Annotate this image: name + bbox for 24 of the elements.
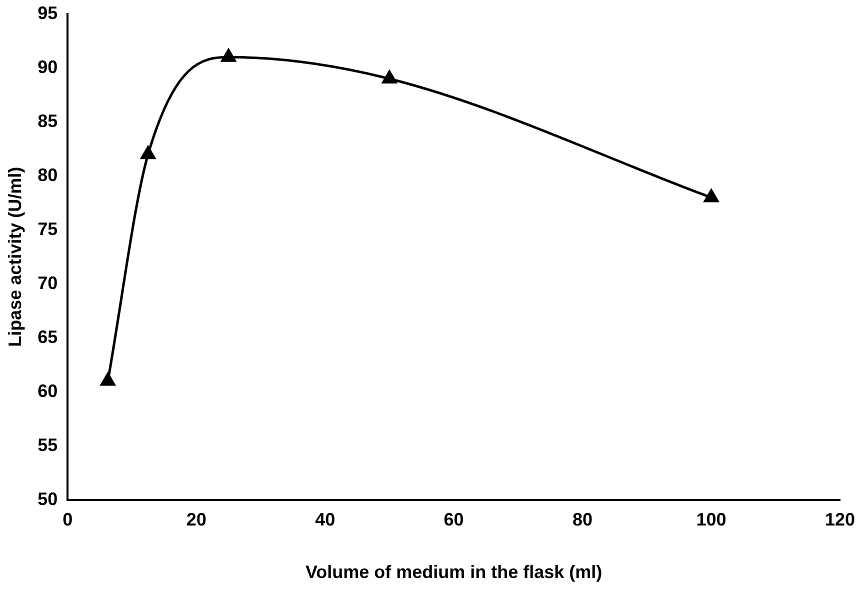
y-tick-label: 75 — [38, 218, 58, 239]
point — [382, 70, 397, 84]
x-tick-label: 0 — [62, 510, 73, 530]
y-axis-title: Lipase activity (U/ml) — [4, 166, 25, 347]
y-tick-label: 70 — [38, 272, 58, 293]
x-tick-label: 100 — [696, 510, 726, 530]
y-tick-label: 50 — [38, 488, 58, 509]
y-tick-label: 80 — [38, 164, 58, 185]
y-tick-label: 90 — [38, 56, 58, 77]
point — [221, 48, 236, 62]
x-tick-label: 40 — [315, 510, 336, 530]
x-tick-label: 20 — [186, 510, 206, 530]
point — [704, 189, 719, 202]
x-tick-label: 80 — [572, 510, 593, 530]
point — [100, 372, 116, 386]
y-tick-label: 85 — [38, 110, 58, 131]
x-axis-title: Volume of medium in the flask (ml) — [305, 562, 602, 582]
y-tick-label: 55 — [38, 434, 58, 455]
y-tick-label: 65 — [38, 326, 58, 347]
x-tick-label: 120 — [824, 510, 856, 530]
point — [140, 146, 156, 160]
y-tick-label: 60 — [38, 380, 58, 401]
x-tick-label: 60 — [444, 510, 464, 530]
y-tick-label: 95 — [38, 2, 58, 23]
